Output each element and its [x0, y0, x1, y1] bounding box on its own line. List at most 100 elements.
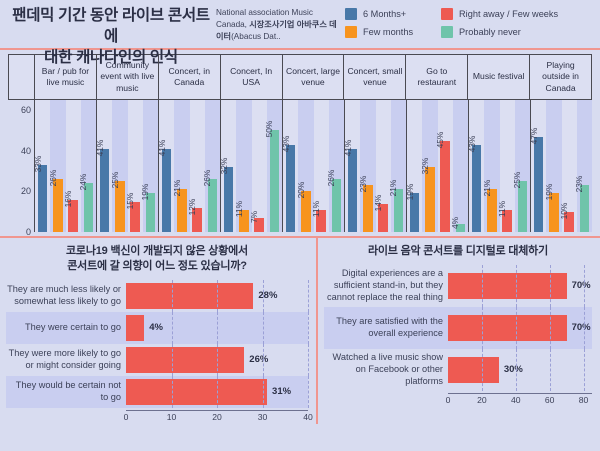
- bar: 16%: [63, 190, 78, 232]
- source-line2: Canada,: [216, 19, 250, 29]
- bar-slot: 32%: [420, 100, 438, 232]
- category-axis-spacer: [9, 55, 35, 99]
- gridline: [262, 375, 264, 408]
- bar-slot: 11%: [234, 100, 252, 232]
- y-axis-tick-label: 20: [20, 186, 31, 197]
- bar: 26%: [326, 170, 342, 232]
- bar-group: 41% 25% 15% 19%: [95, 100, 159, 232]
- category-header-cell: Music festival: [468, 55, 531, 99]
- bar-value-label: 26%: [47, 169, 58, 187]
- bar-value-label: 21%: [388, 179, 399, 197]
- bar-slot: 26%: [202, 100, 220, 232]
- bar-value-label: 41%: [156, 139, 167, 157]
- legend-item-probably-never: Probably never: [441, 26, 558, 38]
- panel-right-axis: 0 20 40 60 80: [324, 392, 592, 407]
- page-title-line1: 팬데믹 기간 동안 라이브 콘서트에: [12, 7, 210, 45]
- table-row: They are satisfied with the overall expe…: [324, 306, 592, 349]
- gridline: [481, 348, 483, 391]
- bar-value-label: 26%: [249, 354, 269, 366]
- source-attribution: National association Music Canada, 시장조사기…: [216, 3, 341, 43]
- bar-slot: 19%: [405, 100, 423, 232]
- bar-track: 28%: [126, 279, 309, 312]
- bar-track: 4%: [126, 311, 309, 344]
- category-header-cell: Concert, in Canada: [159, 55, 221, 99]
- panel-right-title: 라이브 음악 콘서트를 디지털로 대체하기: [367, 245, 549, 257]
- bar-slot: 19%: [544, 100, 562, 232]
- bar-value-label: 11%: [497, 200, 508, 217]
- legend-swatch-6-months: [345, 8, 357, 20]
- bar-value-label: 14%: [373, 194, 384, 211]
- bar-track: 70%: [448, 264, 592, 307]
- section-divider: [0, 236, 600, 238]
- gridline: [515, 306, 517, 349]
- bar-value-label: 32%: [218, 157, 229, 175]
- bar: 20%: [296, 182, 311, 232]
- y-axis-tick-label: 60: [20, 105, 31, 116]
- bar-track: 26%: [126, 343, 309, 376]
- bar-slot: 4%: [450, 100, 468, 232]
- gridline: [515, 264, 517, 307]
- bar-value-label: 33%: [32, 155, 43, 173]
- gridline: [262, 311, 264, 344]
- gridline: [583, 264, 585, 307]
- bar-group: 43% 20% 11% 26%: [281, 100, 345, 232]
- bar-slot: 43%: [281, 100, 299, 232]
- bar-value-label: 70%: [571, 322, 591, 334]
- source-line3: (Abacus Dat..: [231, 31, 281, 41]
- bar: 7%: [249, 211, 264, 232]
- page-title: 팬데믹 기간 동안 라이브 콘서트에 대한 캐나다인의 인식: [6, 3, 216, 69]
- bar-value-label: 28%: [258, 290, 278, 302]
- bar-slot: 25%: [110, 100, 128, 232]
- bar-slot: 41%: [156, 100, 175, 232]
- bar-value-label: 23%: [357, 175, 368, 193]
- row-label: Digital experiences are a sufficient sta…: [327, 268, 443, 302]
- panel-left-axis-spacer: [6, 410, 126, 424]
- legend-column-2: Right away / Few weeks Probably never: [441, 8, 558, 38]
- x-axis-tick-label: 10: [166, 411, 177, 422]
- legend-item-few-months: Few months: [345, 26, 413, 38]
- bar-value-label: 45%: [435, 131, 446, 149]
- x-axis-tick-label: 40: [510, 394, 521, 405]
- category-header-cell: Community event with live music: [97, 55, 159, 99]
- bar-value-label: 31%: [272, 386, 292, 398]
- bar-group: 41% 23% 14% 21%: [342, 100, 407, 232]
- gridline: [481, 306, 483, 349]
- bar-value-label: 16%: [63, 190, 74, 207]
- x-axis-tick-label: 20: [212, 411, 222, 422]
- gridline: [171, 343, 173, 376]
- bar-value-label: 7%: [249, 210, 260, 223]
- table-row: Watched a live music show on Facebook or…: [324, 348, 592, 391]
- bar-group: 33% 26% 16% 24%: [32, 100, 97, 232]
- bar-value-label: 50%: [264, 121, 275, 138]
- gridline: [583, 306, 585, 349]
- source-line3-bold: 아바쿠스 데이터: [216, 19, 337, 41]
- bar: 21%: [172, 180, 187, 232]
- bar: [448, 272, 567, 299]
- bar: 26%: [202, 170, 218, 232]
- category-header-cell: Go to restaurant: [406, 55, 469, 99]
- row-label: They would be certain not to go: [15, 379, 121, 402]
- bar: 43%: [467, 135, 482, 232]
- row-label: They are much less likely or somewhat le…: [7, 283, 121, 306]
- bar-slot: 43%: [467, 100, 485, 232]
- panel-right-axis-line: [448, 392, 592, 394]
- bar-slot: 10%: [559, 100, 577, 232]
- bar-value-label: 41%: [342, 139, 353, 157]
- bar-slot: 26%: [47, 100, 66, 232]
- bar-track: 30%: [448, 348, 592, 391]
- bar: 11%: [234, 201, 249, 232]
- bar: 23%: [358, 176, 373, 232]
- gridline: [583, 348, 585, 391]
- gridline: [308, 343, 309, 376]
- panel-left-title-line1: 코로나19 백신이 개발되지 않은 상황에서: [66, 245, 248, 257]
- y-axis-tick-label: 40: [20, 145, 31, 156]
- bar-slot: 41%: [95, 100, 113, 232]
- gridline: [217, 311, 218, 344]
- panel-left-axis-track: 0 10 20 30 40: [124, 409, 313, 424]
- gridline: [171, 311, 173, 344]
- bar: [126, 346, 245, 373]
- bar: 24%: [78, 174, 94, 232]
- x-axis-tick-label: 0: [445, 394, 451, 405]
- row-label: They were more likely to go or might con…: [8, 347, 121, 370]
- bar: 25%: [512, 172, 528, 232]
